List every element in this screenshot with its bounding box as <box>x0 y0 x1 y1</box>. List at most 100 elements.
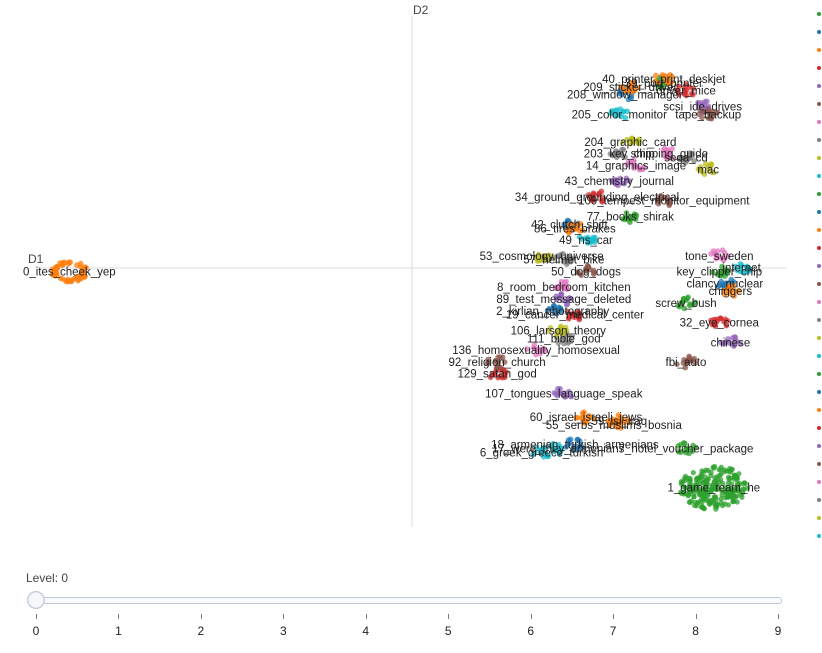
data-point[interactable] <box>721 249 728 256</box>
data-point[interactable] <box>499 374 506 381</box>
data-point[interactable] <box>681 440 688 447</box>
data-point[interactable] <box>734 493 740 499</box>
cluster-40[interactable] <box>660 145 675 162</box>
data-point[interactable] <box>716 467 722 473</box>
data-point[interactable] <box>556 390 563 396</box>
data-point[interactable] <box>501 359 508 365</box>
cluster-27[interactable] <box>608 175 632 189</box>
cluster-3[interactable] <box>530 444 552 460</box>
cluster-25[interactable] <box>620 210 639 225</box>
data-point[interactable] <box>563 327 570 334</box>
data-point[interactable] <box>680 490 686 496</box>
data-point[interactable] <box>711 494 718 500</box>
cluster-9[interactable] <box>551 385 575 400</box>
data-point[interactable] <box>524 346 530 352</box>
legend-swatch[interactable] <box>817 354 821 358</box>
data-point[interactable] <box>555 386 561 392</box>
legend-swatch[interactable] <box>817 426 821 430</box>
data-point[interactable] <box>731 343 737 349</box>
cluster-26[interactable] <box>585 188 606 205</box>
data-point[interactable] <box>701 469 707 475</box>
data-point[interactable] <box>495 354 501 361</box>
data-point[interactable] <box>694 480 700 486</box>
data-point[interactable] <box>573 225 579 232</box>
data-point[interactable] <box>747 266 754 273</box>
data-point[interactable] <box>685 493 691 499</box>
data-point[interactable] <box>581 420 588 426</box>
data-point[interactable] <box>565 309 571 315</box>
data-point[interactable] <box>552 285 558 292</box>
data-point[interactable] <box>729 481 735 487</box>
legend-swatch[interactable] <box>817 336 821 340</box>
cluster-11[interactable] <box>485 354 508 371</box>
data-point[interactable] <box>625 216 632 222</box>
data-point[interactable] <box>556 444 563 450</box>
data-point[interactable] <box>566 316 572 322</box>
data-point[interactable] <box>563 278 569 285</box>
data-point[interactable] <box>566 221 572 228</box>
data-point[interactable] <box>689 487 695 494</box>
legend-swatch[interactable] <box>817 84 821 88</box>
data-point[interactable] <box>710 169 717 176</box>
data-point[interactable] <box>719 263 725 270</box>
data-point[interactable] <box>578 272 584 279</box>
data-point[interactable] <box>561 392 567 399</box>
cluster-20[interactable] <box>551 251 575 268</box>
data-point[interactable] <box>742 481 748 487</box>
data-point[interactable] <box>557 305 564 312</box>
data-point[interactable] <box>533 444 540 451</box>
data-point[interactable] <box>536 257 542 264</box>
data-point[interactable] <box>688 150 694 157</box>
data-point[interactable] <box>568 258 574 265</box>
data-point[interactable] <box>709 269 716 276</box>
data-point[interactable] <box>665 147 671 153</box>
data-point[interactable] <box>714 501 721 507</box>
data-point[interactable] <box>699 169 706 175</box>
data-point[interactable] <box>608 110 614 116</box>
data-point[interactable] <box>622 88 628 94</box>
data-point[interactable] <box>732 334 739 341</box>
legend-swatch[interactable] <box>817 246 821 250</box>
data-point[interactable] <box>57 260 63 266</box>
cluster-24[interactable] <box>564 221 586 236</box>
cluster-43[interactable] <box>709 263 731 279</box>
data-point[interactable] <box>725 474 732 480</box>
data-point[interactable] <box>737 261 744 267</box>
data-point[interactable] <box>682 477 688 484</box>
cluster-21[interactable] <box>533 251 554 264</box>
data-point[interactable] <box>531 341 538 348</box>
data-point[interactable] <box>62 259 68 266</box>
data-point[interactable] <box>495 364 501 371</box>
data-point[interactable] <box>624 136 630 143</box>
data-point[interactable] <box>555 340 562 346</box>
data-point[interactable] <box>617 413 623 420</box>
data-point[interactable] <box>708 251 714 257</box>
data-point[interactable] <box>573 415 579 421</box>
data-point[interactable] <box>570 221 577 228</box>
data-point[interactable] <box>609 152 616 158</box>
data-point[interactable] <box>586 413 592 419</box>
data-point[interactable] <box>731 293 737 299</box>
data-point[interactable] <box>585 192 592 198</box>
data-point[interactable] <box>616 419 622 425</box>
data-point[interactable] <box>729 467 735 473</box>
data-point[interactable] <box>626 178 632 184</box>
cluster-44[interactable] <box>732 261 754 276</box>
data-point[interactable] <box>534 346 540 353</box>
data-point[interactable] <box>691 158 697 164</box>
legend-swatch[interactable] <box>817 318 821 322</box>
cluster-17[interactable] <box>553 291 574 308</box>
legend-swatch[interactable] <box>817 30 821 34</box>
legend-swatch[interactable] <box>817 102 821 106</box>
legend-swatch[interactable] <box>817 264 821 268</box>
legend-swatch[interactable] <box>817 462 821 466</box>
data-point[interactable] <box>579 415 585 421</box>
data-point[interactable] <box>716 479 723 485</box>
data-point[interactable] <box>585 263 592 270</box>
data-point[interactable] <box>553 296 560 303</box>
data-point[interactable] <box>664 154 670 161</box>
data-point[interactable] <box>724 267 730 273</box>
data-point[interactable] <box>686 302 693 309</box>
data-point[interactable] <box>702 161 709 167</box>
data-point[interactable] <box>712 484 718 490</box>
